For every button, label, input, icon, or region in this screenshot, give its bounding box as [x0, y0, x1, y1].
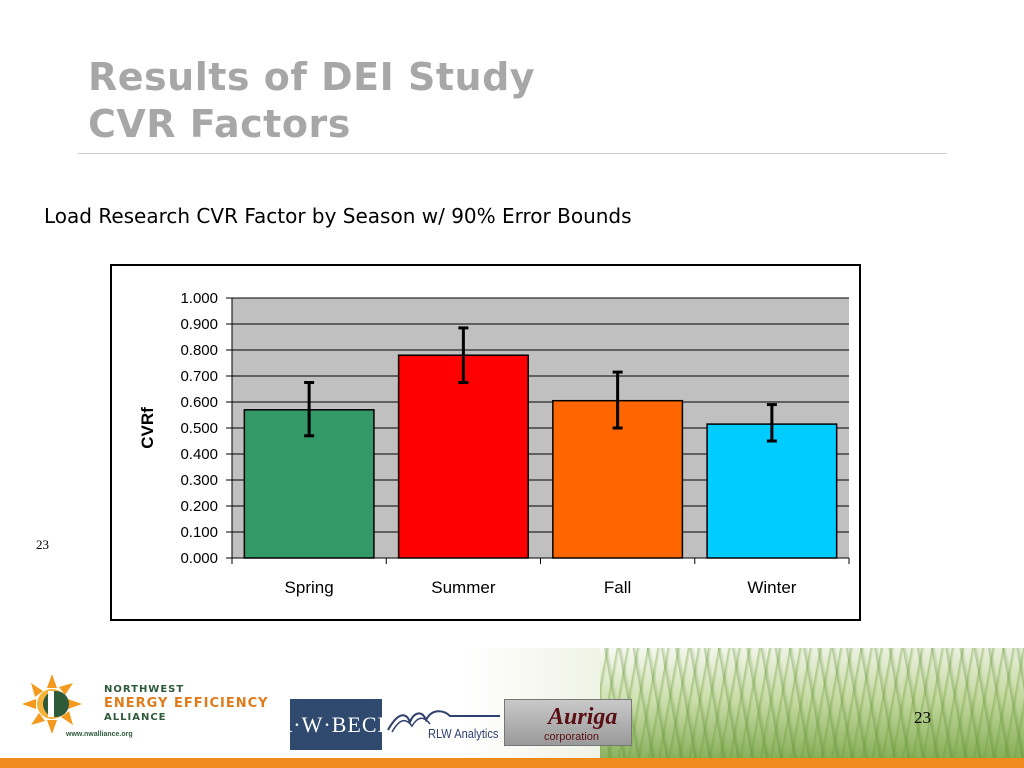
auriga-logo — [504, 699, 632, 746]
chart-frame: 0.000 0.100 0.200 0.300 0.400 0.500 0.600 0.700… — [110, 264, 861, 621]
y-tick-label: 0.700 — [180, 368, 218, 385]
y-tick-label: 1.000 — [180, 290, 218, 307]
nea-name-line2: ENERGY EFFICIENCY — [104, 696, 269, 711]
title-divider — [78, 153, 947, 154]
nea-logo-icon — [22, 674, 82, 734]
slide-title: Results of DEI Study CVR Factors — [88, 54, 535, 148]
y-tick-label: 0.400 — [180, 446, 218, 463]
rwbeck-logo: R·W·BECK — [278, 699, 393, 750]
x-tick-label: Winter — [747, 578, 796, 597]
nea-logo-text: NORTHWEST ENERGY EFFICIENCY ALLIANCE — [104, 684, 269, 723]
bar-summer — [397, 354, 529, 559]
y-tick-label: 0.600 — [180, 394, 218, 411]
bar-winter — [706, 423, 838, 559]
rlw-analytics-logo-icon — [387, 710, 500, 733]
x-tick-label: Spring — [285, 578, 334, 597]
auriga-logo-subtitle: corporation — [544, 731, 600, 743]
y-tick-label: 0.000 — [180, 550, 218, 567]
y-tick-label: 0.900 — [180, 316, 218, 333]
slide-number: 23 — [914, 708, 931, 727]
nea-name-line3: ALLIANCE — [104, 712, 167, 723]
nea-name-line1: NORTHWEST — [104, 684, 185, 695]
x-tick-label: Summer — [431, 578, 496, 597]
rlw-analytics-logo-text: RLW Analytics — [428, 726, 499, 741]
footer-accent-bar — [0, 758, 1024, 768]
bar-chart: 0.000 0.100 0.200 0.300 0.400 0.500 0.600 0.700… — [138, 290, 850, 597]
grass-background-image — [600, 648, 1024, 760]
y-tick-label: 0.100 — [180, 524, 218, 541]
nea-website: www.nwalliance.org — [66, 731, 133, 738]
slide-number-left: 23 — [36, 537, 49, 552]
chart-caption: Load Research CVR Factor by Season w/ 90… — [44, 204, 632, 228]
auriga-logo-name: Auriga — [548, 704, 618, 730]
y-tick-label: 0.800 — [180, 342, 218, 359]
y-tick-label: 0.500 — [180, 420, 218, 437]
title-line-1: Results of DEI Study — [88, 55, 536, 99]
x-tick-label: Fall — [604, 578, 631, 597]
y-tick-label: 0.200 — [180, 498, 218, 515]
y-tick-label: 0.300 — [180, 472, 218, 489]
title-line-2: CVR Factors — [88, 102, 351, 146]
y-axis-label: CVRf — [138, 407, 157, 449]
